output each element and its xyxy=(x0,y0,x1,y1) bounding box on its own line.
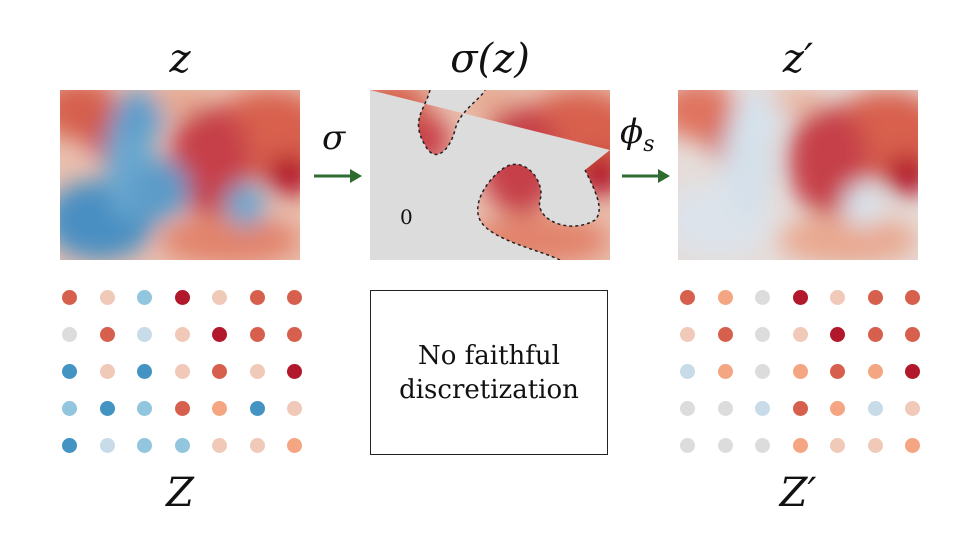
grid-dot xyxy=(755,438,770,453)
grid-dot xyxy=(792,290,808,305)
dot-grid-Z xyxy=(60,288,302,458)
grid-dot xyxy=(249,364,265,379)
phi-arrow-icon xyxy=(622,169,670,183)
grid-dot xyxy=(174,364,190,379)
grid-dot xyxy=(680,290,695,305)
grid-dot xyxy=(830,290,845,305)
grid-dot xyxy=(830,364,845,379)
grid-dot xyxy=(867,438,883,453)
sigma-arrow-icon xyxy=(314,169,362,183)
grid-dot xyxy=(137,438,152,453)
grid-dot xyxy=(249,401,265,416)
grid-dot xyxy=(717,290,733,305)
grid-dot xyxy=(99,364,115,379)
grid-dot xyxy=(174,327,190,342)
grid-dot xyxy=(62,364,77,379)
grid-dot xyxy=(99,401,115,416)
grid-dot xyxy=(830,401,845,416)
grid-dot xyxy=(174,438,190,453)
heatmap-z xyxy=(60,90,300,260)
grid-dot xyxy=(287,438,302,453)
grid-dot xyxy=(99,290,115,305)
grid-dot xyxy=(867,401,883,416)
grid-dot xyxy=(905,290,920,305)
grid-dot xyxy=(287,290,302,305)
label-Z-prime: Z′ xyxy=(779,470,817,516)
grid-dot xyxy=(137,327,152,342)
no-discretization-box: No faithful discretization xyxy=(370,290,608,455)
grid-dot xyxy=(680,364,695,379)
grid-dot xyxy=(905,327,920,342)
title-sigma-z: σ(z) xyxy=(450,36,530,82)
grid-dot xyxy=(905,438,920,453)
grid-dot xyxy=(867,327,883,342)
grid-dot xyxy=(174,401,190,416)
grid-dot xyxy=(830,438,845,453)
grid-dot xyxy=(62,438,77,453)
grid-dot xyxy=(830,327,845,342)
title-z: z xyxy=(169,36,191,82)
grid-dot xyxy=(792,401,808,416)
grid-dot xyxy=(755,364,770,379)
grid-dot xyxy=(212,327,227,342)
grid-dot xyxy=(287,327,302,342)
grid-dot xyxy=(249,438,265,453)
grid-dot xyxy=(212,401,227,416)
grid-dot xyxy=(174,290,190,305)
grid-dot xyxy=(717,401,733,416)
heatmap-z-prime xyxy=(678,90,918,260)
grid-dot xyxy=(212,364,227,379)
grid-dot xyxy=(905,401,920,416)
label-Z: Z xyxy=(166,470,194,516)
grid-dot xyxy=(212,438,227,453)
grid-dot xyxy=(212,290,227,305)
grid-dot xyxy=(62,401,77,416)
grid-dot xyxy=(905,364,920,379)
grid-dot xyxy=(62,327,77,342)
title-z-prime: z′ xyxy=(782,36,814,82)
grid-dot xyxy=(755,290,770,305)
grid-dot xyxy=(99,327,115,342)
grid-dot xyxy=(137,401,152,416)
grid-dot xyxy=(792,438,808,453)
dot-grid-Z-prime xyxy=(678,288,920,458)
no-discretization-text: No faithful discretization xyxy=(399,340,579,405)
phi-arrow-label: ϕs xyxy=(620,112,655,157)
grid-dot xyxy=(680,327,695,342)
grid-dot xyxy=(867,290,883,305)
heatmap-sigma-z xyxy=(370,90,610,260)
grid-dot xyxy=(717,327,733,342)
grid-dot xyxy=(137,364,152,379)
grid-dot xyxy=(792,327,808,342)
grid-dot xyxy=(249,290,265,305)
zero-region-label: 0 xyxy=(400,205,413,229)
grid-dot xyxy=(717,438,733,453)
grid-dot xyxy=(755,327,770,342)
sigma-arrow-label: σ xyxy=(322,118,346,158)
grid-dot xyxy=(680,438,695,453)
grid-dot xyxy=(755,401,770,416)
grid-dot xyxy=(867,364,883,379)
grid-dot xyxy=(137,290,152,305)
grid-dot xyxy=(680,401,695,416)
grid-dot xyxy=(287,364,302,379)
grid-dot xyxy=(717,364,733,379)
grid-dot xyxy=(792,364,808,379)
grid-dot xyxy=(249,327,265,342)
grid-dot xyxy=(62,290,77,305)
grid-dot xyxy=(287,401,302,416)
grid-dot xyxy=(99,438,115,453)
